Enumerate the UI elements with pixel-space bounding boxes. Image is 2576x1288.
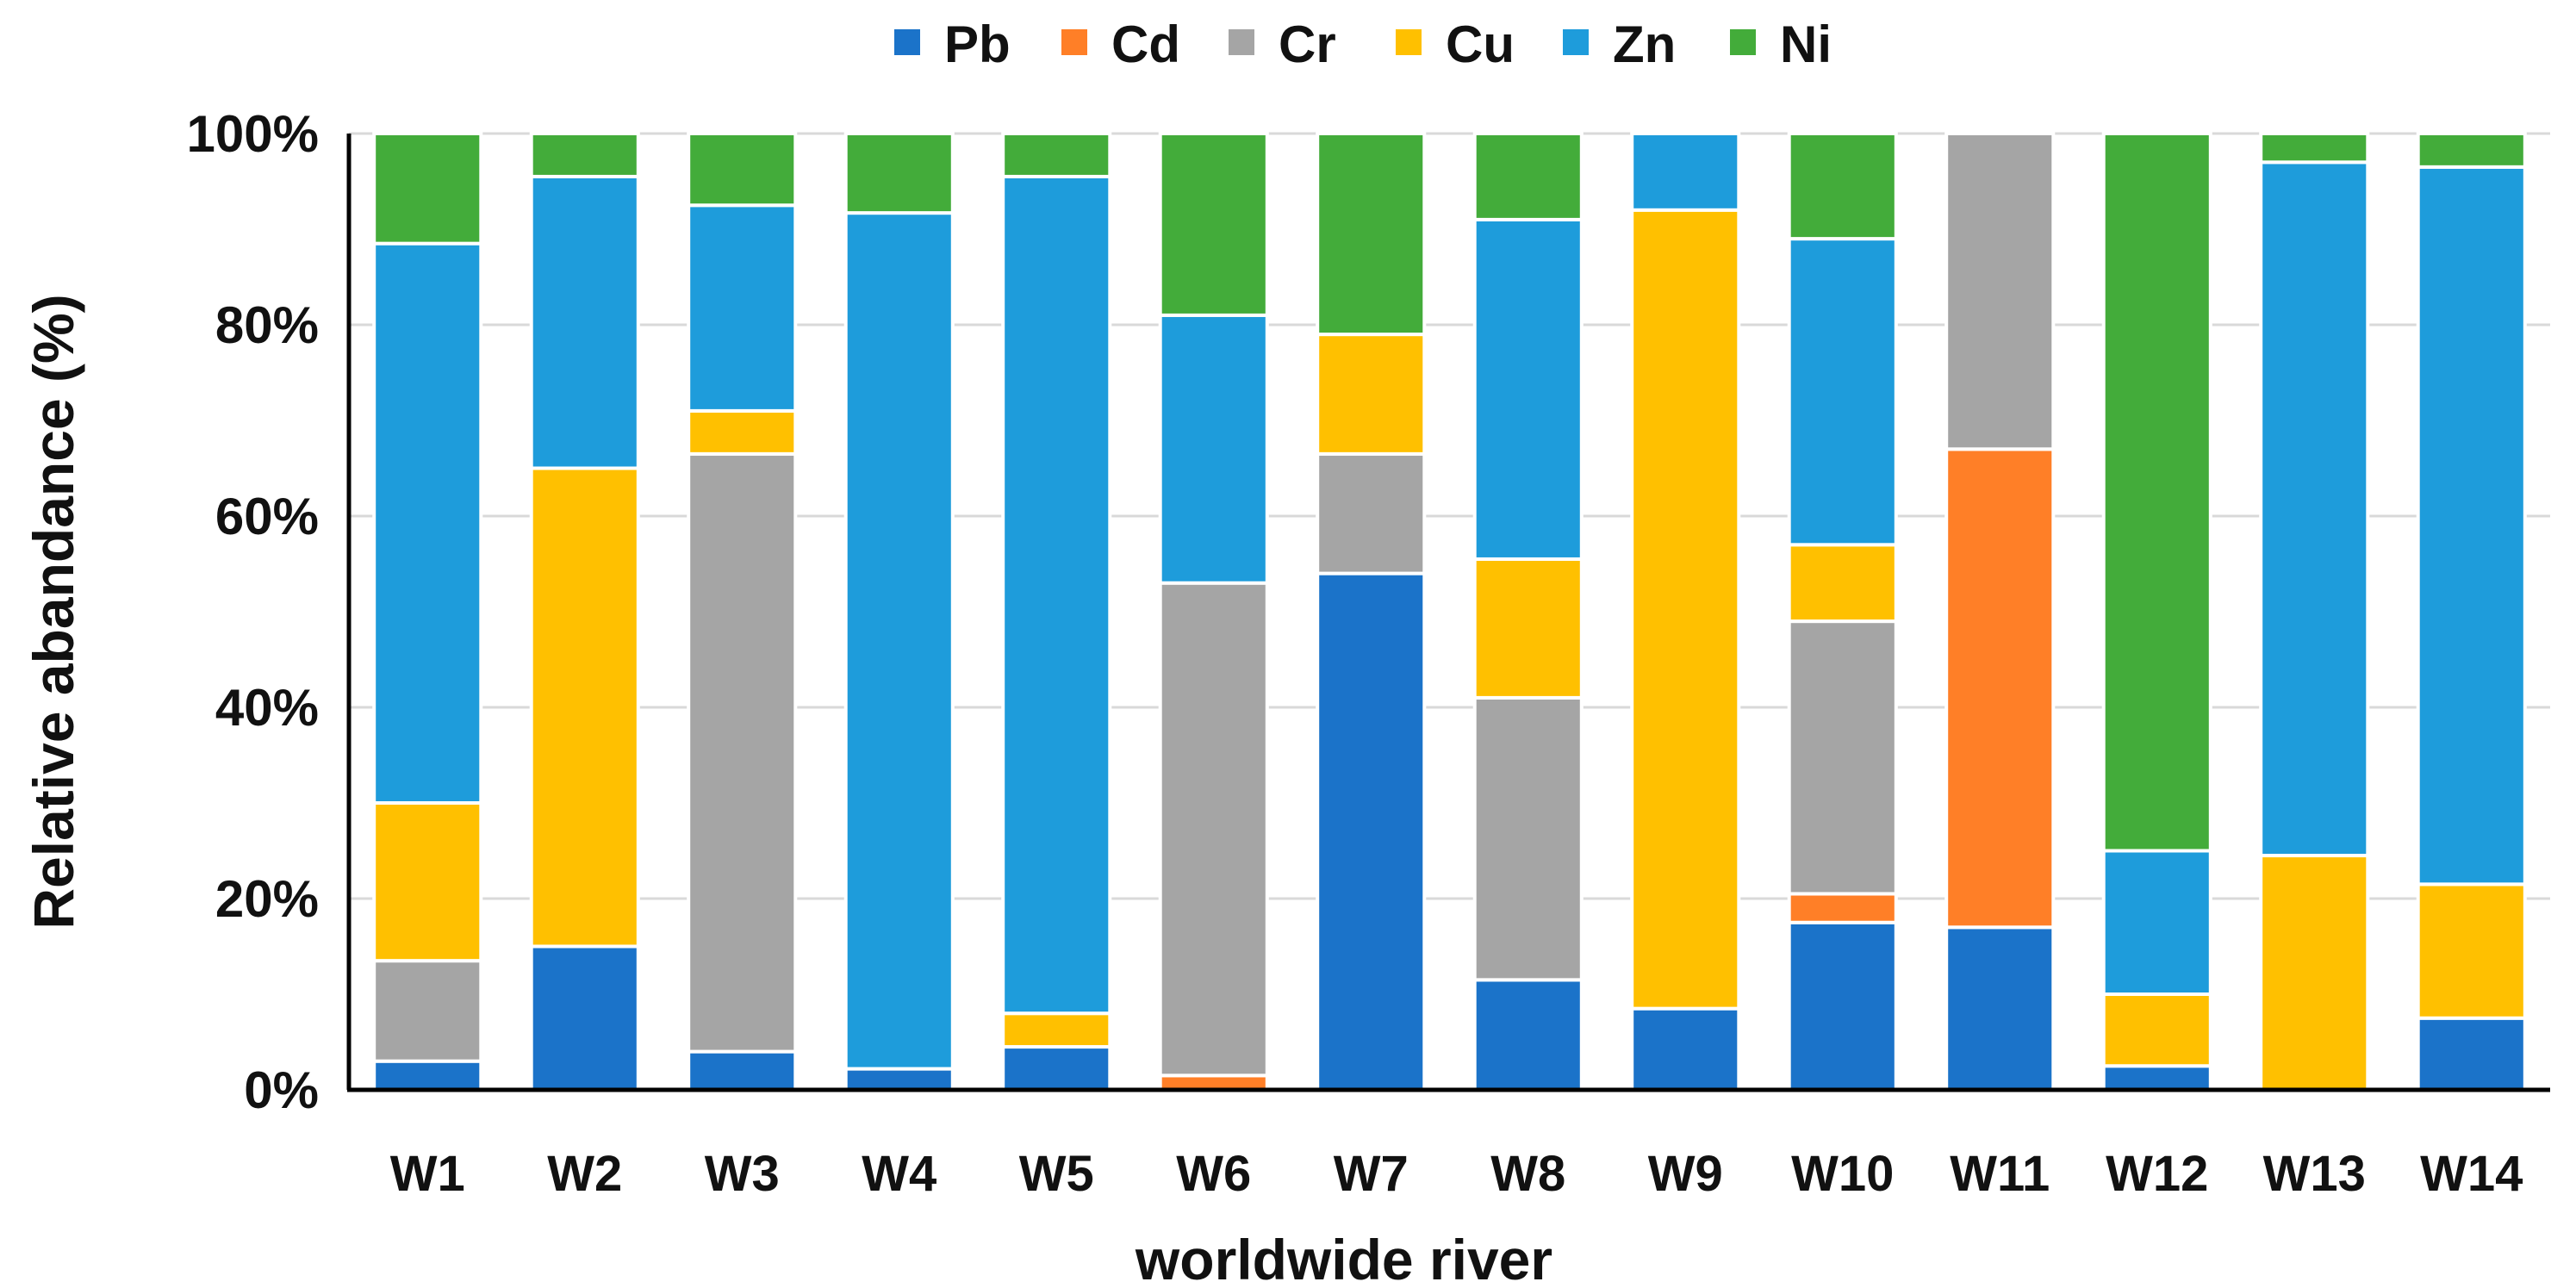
x-tick-labels: W1 W2 W3 W4 W5 W6 W7 W8 W9 W10 W11 W12 W13 W14 (390, 1146, 2523, 1202)
bar-w2-cu (529, 466, 640, 949)
x-tick-label: W13 (2263, 1146, 2366, 1202)
bar-w2-zn (529, 174, 640, 470)
bar-w5-ni (1001, 132, 1112, 178)
bar-w14-zn (2416, 165, 2527, 887)
bar-w3-cr (687, 451, 798, 1054)
legend-label-pb: Pb (944, 16, 1011, 73)
legend-swatch-cu (1396, 29, 1422, 55)
bar-w6-zn (1158, 313, 1269, 585)
y-tick-label: 40% (215, 679, 319, 737)
bar-w8-pb (1472, 978, 1584, 1092)
bar-w3-cu (687, 408, 798, 456)
bar-w6-cr (1158, 581, 1269, 1078)
legend-label-ni: Ni (1780, 16, 1832, 73)
legend-label-cr: Cr (1279, 16, 1336, 73)
bar-w9-pb (1630, 1006, 1741, 1092)
y-tick-label: 60% (215, 488, 319, 545)
bars (372, 132, 2527, 1092)
bar-w10-pb (1787, 920, 1898, 1092)
bar-w10-cr (1787, 619, 1898, 896)
legend-swatch-cr (1229, 29, 1254, 55)
bar-w8-cr (1472, 695, 1584, 982)
x-tick-label: W7 (1334, 1146, 1409, 1202)
bar-w5-pb (1001, 1045, 1112, 1092)
bar-w12-cu (2101, 992, 2212, 1068)
x-tick-label: W1 (390, 1146, 465, 1202)
bar-w7-pb (1316, 571, 1427, 1092)
bar-w8-ni (1472, 132, 1584, 221)
bar-w11-cr (1944, 132, 2056, 451)
bar-w10-cd (1787, 892, 1898, 924)
x-tick-label: W8 (1490, 1146, 1565, 1202)
bar-w2-pb (529, 944, 640, 1092)
bar-w3-zn (687, 203, 798, 413)
legend-label-cd: Cd (1111, 16, 1180, 73)
bar-w9-zn (1630, 132, 1741, 212)
bar-w10-zn (1787, 237, 1898, 547)
bar-w5-cu (1001, 1011, 1112, 1049)
x-tick-label: W9 (1648, 1146, 1723, 1202)
bar-w3-ni (687, 132, 798, 208)
bar-w10-cu (1787, 543, 1898, 624)
bar-w1-cr (372, 959, 483, 1063)
bar-w5-zn (1001, 174, 1112, 1016)
x-tick-label: W2 (547, 1146, 622, 1202)
y-tick-labels: 0% 20% 40% 60% 80% 100% (187, 105, 319, 1119)
bar-w1-ni (372, 132, 483, 246)
gridlines (349, 132, 2550, 900)
bar-w4-pb (843, 1067, 955, 1092)
bar-w8-zn (1472, 217, 1584, 561)
bar-w7-cu (1316, 333, 1427, 456)
axes (346, 134, 2550, 1092)
x-axis-title: worldwide river (1135, 1228, 1552, 1288)
x-tick-label: W10 (1791, 1146, 1894, 1202)
bar-w6-ni (1158, 132, 1269, 317)
bar-w14-ni (2416, 132, 2527, 169)
bar-w8-cu (1472, 557, 1584, 700)
bar-w12-zn (2101, 849, 2212, 996)
legend-swatch-zn (1563, 29, 1589, 55)
y-tick-label: 80% (215, 296, 319, 354)
bar-w13-cu (2259, 854, 2370, 1092)
y-tick-label: 20% (215, 870, 319, 928)
bar-w14-pb (2416, 1016, 2527, 1092)
bar-w11-pb (1944, 925, 2056, 1092)
x-tick-label: W3 (705, 1146, 780, 1202)
legend-label-cu: Cu (1446, 16, 1515, 73)
bar-w7-cr (1316, 451, 1427, 576)
bar-w12-ni (2101, 132, 2212, 853)
bar-w7-ni (1316, 132, 1427, 337)
bar-w4-ni (843, 132, 955, 215)
legend-swatch-pb (894, 29, 920, 55)
bar-w9-cu (1630, 208, 1741, 1011)
bar-w12-pb (2101, 1064, 2212, 1092)
bar-w11-cd (1944, 447, 2056, 930)
legend-swatch-ni (1730, 29, 1756, 55)
bar-w13-zn (2259, 160, 2370, 858)
legend: Pb Cd Cr Cu Zn Ni (894, 16, 1832, 73)
x-tick-label: W4 (862, 1146, 936, 1202)
bar-w4-zn (843, 211, 955, 1071)
x-tick-label: W12 (2106, 1146, 2208, 1202)
x-tick-label: W6 (1176, 1146, 1251, 1202)
legend-swatch-cd (1061, 29, 1087, 55)
bar-w1-cu (372, 801, 483, 963)
y-tick-label: 0% (244, 1061, 319, 1119)
bar-w10-ni (1787, 132, 1898, 241)
bar-w1-zn (372, 241, 483, 805)
legend-label-zn: Zn (1613, 16, 1676, 73)
y-axis-title: Relative abandance (%) (22, 294, 85, 929)
y-tick-label: 100% (187, 105, 319, 163)
x-tick-label: W5 (1019, 1146, 1094, 1202)
bar-w1-pb (372, 1059, 483, 1092)
bar-w3-pb (687, 1049, 798, 1092)
bar-w14-cu (2416, 882, 2527, 1020)
bar-w2-ni (529, 132, 640, 178)
x-tick-label: W11 (1950, 1146, 2050, 1202)
x-tick-label: W14 (2420, 1146, 2523, 1202)
bar-w13-ni (2259, 132, 2370, 165)
